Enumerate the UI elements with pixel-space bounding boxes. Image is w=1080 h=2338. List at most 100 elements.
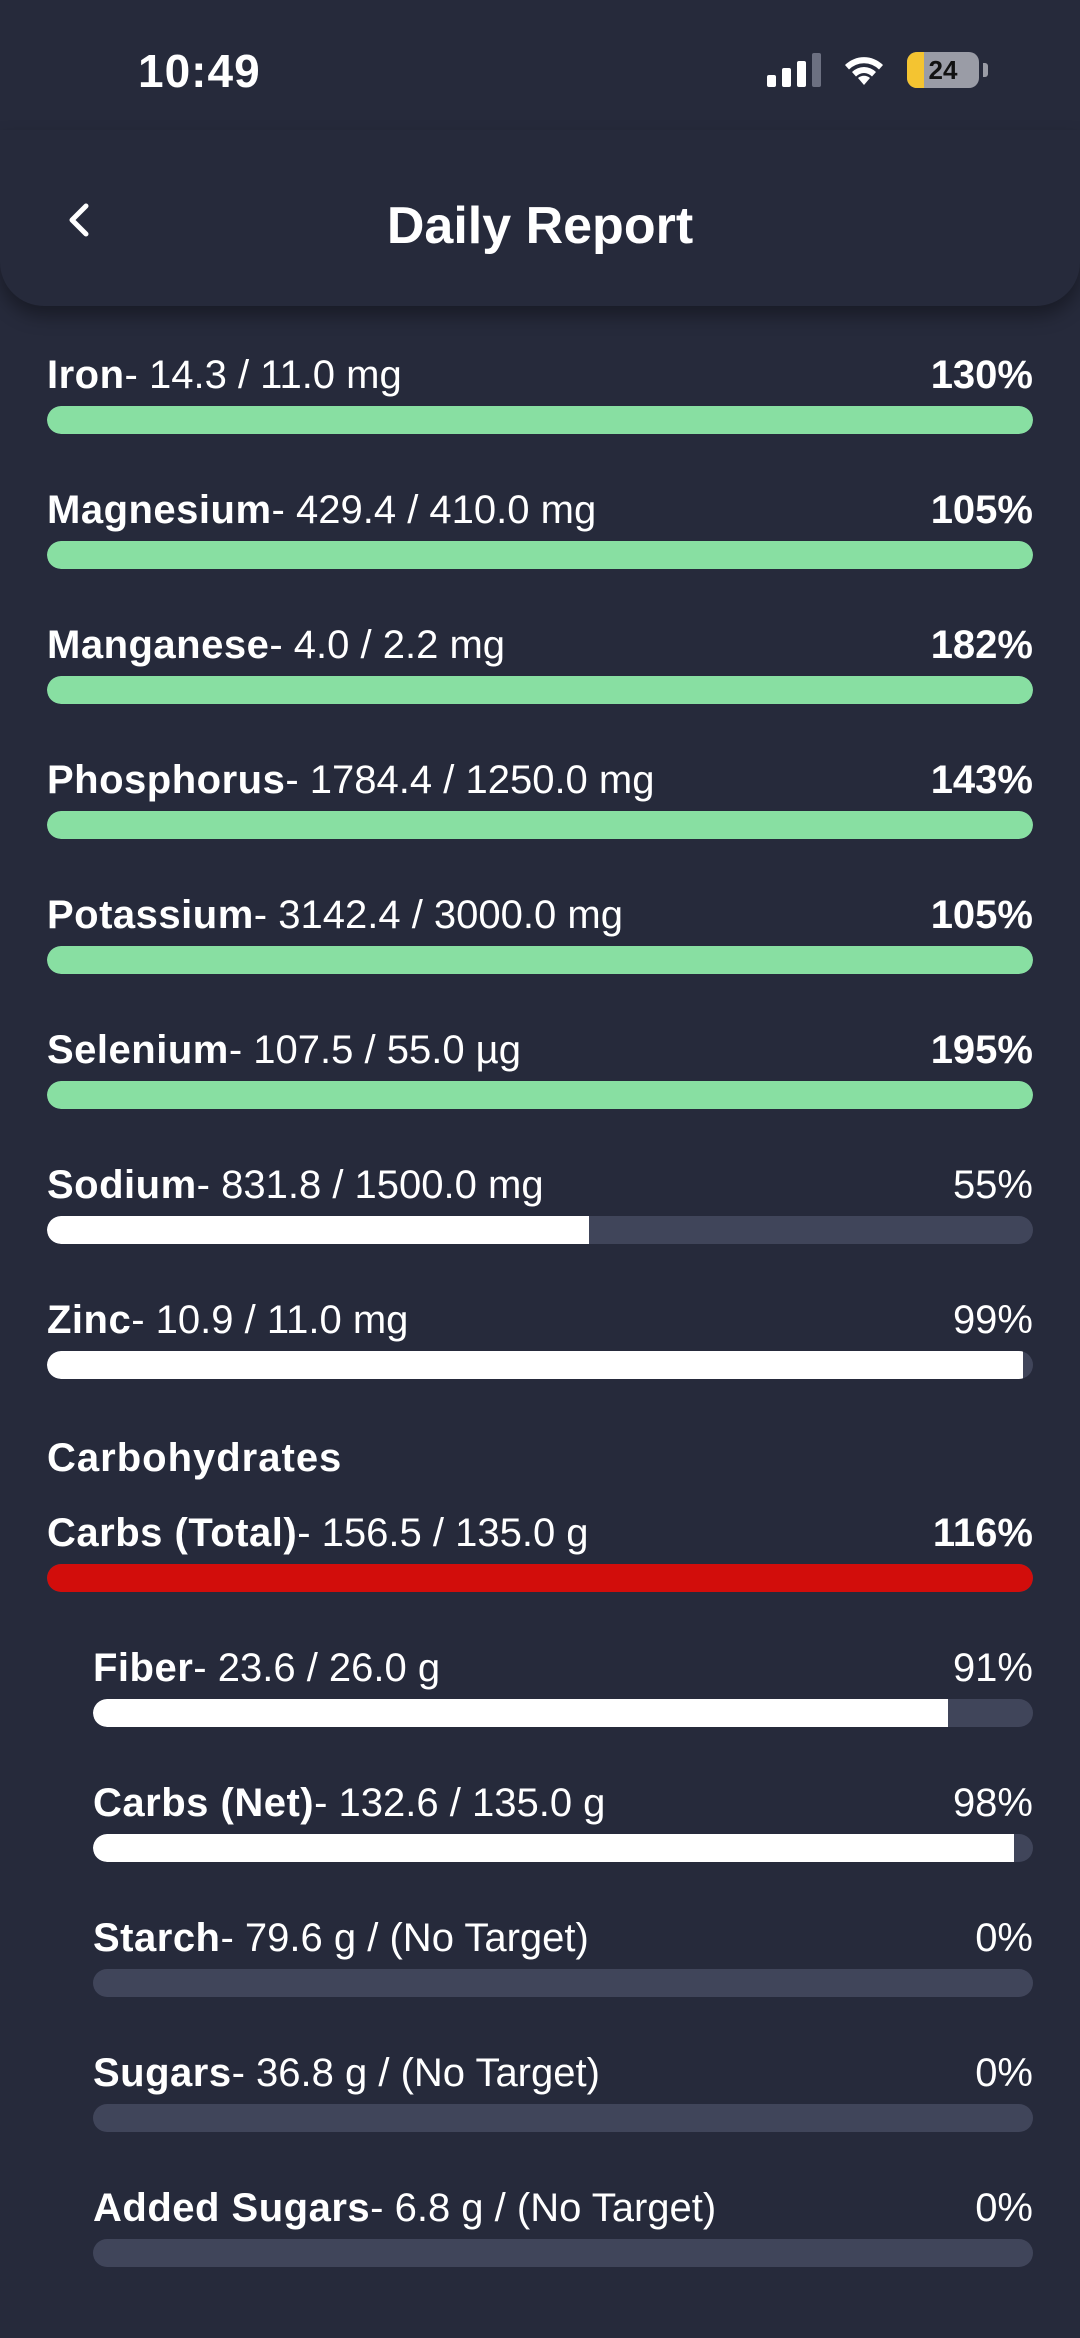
- nutrient-percent: 130%: [930, 353, 1033, 397]
- cellular-signal-icon: [767, 53, 821, 87]
- nutrient-amount: - 1784.4 / 1250.0 mg: [285, 758, 655, 802]
- progress-track: [47, 676, 1033, 704]
- progress-track: [47, 1216, 1033, 1244]
- nutrient-name: Selenium: [47, 1028, 229, 1072]
- progress-bar: [93, 1699, 949, 1727]
- progress-track: [47, 1564, 1033, 1592]
- nutrient-percent: 0%: [975, 1916, 1033, 1960]
- nutrient-name: Iron: [47, 353, 125, 397]
- nutrient-name: Manganese: [47, 623, 270, 667]
- progress-bar: [47, 1564, 1033, 1592]
- nutrient-amount: - 3142.4 / 3000.0 mg: [253, 893, 623, 937]
- nutrient-amount: - 79.6 g / (No Target): [220, 1916, 589, 1960]
- progress-track: [47, 406, 1033, 434]
- nutrient-percent: 182%: [930, 623, 1033, 667]
- nutrient-row: Selenium- 107.5 / 55.0 µg 195%: [47, 1021, 1033, 1109]
- progress-track: [47, 946, 1033, 974]
- nutrient-name: Sodium: [47, 1163, 197, 1207]
- nutrient-label: Added Sugars- 6.8 g / (No Target): [93, 2186, 716, 2231]
- nutrient-label: Iron- 14.3 / 11.0 mg: [47, 353, 402, 398]
- nutrient-row: Potassium- 3142.4 / 3000.0 mg 105%: [47, 886, 1033, 974]
- nutrient-row: Carbs (Total)- 156.5 / 135.0 g 116%: [47, 1504, 1033, 1592]
- nutrient-percent: 195%: [930, 1028, 1033, 1072]
- nutrient-label: Selenium- 107.5 / 55.0 µg: [47, 1028, 521, 1073]
- progress-bar: [47, 1081, 1033, 1109]
- nutrient-label: Sodium- 831.8 / 1500.0 mg: [47, 1163, 544, 1208]
- nutrient-percent: 55%: [952, 1163, 1033, 1207]
- nutrient-label: Sugars- 36.8 g / (No Target): [93, 2051, 600, 2096]
- progress-bar: [47, 541, 1033, 569]
- nutrient-label: Fiber- 23.6 / 26.0 g: [93, 1646, 440, 1691]
- nutrient-label: Starch- 79.6 g / (No Target): [93, 1916, 589, 1961]
- nutrient-amount: - 23.6 / 26.0 g: [193, 1646, 441, 1690]
- nutrient-row: Magnesium- 429.4 / 410.0 mg 105%: [47, 481, 1033, 569]
- nutrient-percent: 105%: [930, 488, 1033, 532]
- progress-track: [47, 811, 1033, 839]
- nutrient-name: Fiber: [93, 1646, 194, 1690]
- nutrient-label: Carbs (Net)- 132.6 / 135.0 g: [93, 1781, 605, 1826]
- progress-track: [93, 2104, 1033, 2132]
- nutrient-name: Zinc: [47, 1298, 132, 1342]
- nutrient-row: Carbs (Net)- 132.6 / 135.0 g 98%: [93, 1774, 1033, 1862]
- nutrient-amount: - 4.0 / 2.2 mg: [269, 623, 506, 667]
- progress-bar: [47, 811, 1033, 839]
- nutrient-percent: 105%: [930, 893, 1033, 937]
- nutrient-label: Phosphorus- 1784.4 / 1250.0 mg: [47, 758, 654, 803]
- nutrient-name: Sugars: [93, 2051, 232, 2095]
- nutrient-name: Starch: [93, 1916, 221, 1960]
- nutrient-name: Magnesium: [47, 488, 272, 532]
- nutrient-amount: - 156.5 / 135.0 g: [297, 1511, 589, 1555]
- header: Daily Report: [0, 130, 1080, 306]
- progress-bar: [47, 1351, 1024, 1379]
- nutrient-row: Fiber- 23.6 / 26.0 g 91%: [93, 1639, 1033, 1727]
- progress-track: [93, 1699, 1033, 1727]
- nutrient-percent: 91%: [952, 1646, 1033, 1690]
- progress-track: [93, 1969, 1033, 1997]
- nutrient-amount: - 6.8 g / (No Target): [370, 2186, 717, 2230]
- progress-bar: [47, 406, 1033, 434]
- progress-bar: [47, 1216, 590, 1244]
- nutrient-amount: - 429.4 / 410.0 mg: [271, 488, 597, 532]
- nutrient-percent: 0%: [975, 2186, 1033, 2230]
- status-bar: 10:49 24: [0, 0, 1080, 130]
- progress-track: [93, 1834, 1033, 1862]
- nutrient-row: Added Sugars- 6.8 g / (No Target) 0%: [93, 2179, 1033, 2267]
- nutrient-row: Phosphorus- 1784.4 / 1250.0 mg 143%: [47, 751, 1033, 839]
- back-button[interactable]: [58, 198, 102, 242]
- wifi-icon: [845, 57, 883, 85]
- nutrient-label: Carbs (Total)- 156.5 / 135.0 g: [47, 1511, 589, 1556]
- nutrient-row: Manganese- 4.0 / 2.2 mg 182%: [47, 616, 1033, 704]
- progress-track: [47, 541, 1033, 569]
- nutrient-percent: 99%: [952, 1298, 1033, 1342]
- nutrient-name: Phosphorus: [47, 758, 286, 802]
- nutrient-name: Carbs (Net): [93, 1781, 315, 1825]
- progress-bar: [93, 1834, 1015, 1862]
- chevron-left-icon: [69, 203, 89, 237]
- progress-track: [47, 1351, 1033, 1379]
- nutrient-percent: 0%: [975, 2051, 1033, 2095]
- nutrient-name: Added Sugars: [93, 2186, 371, 2230]
- nutrient-amount: - 107.5 / 55.0 µg: [228, 1028, 521, 1072]
- nutrient-row: Iron- 14.3 / 11.0 mg 130%: [47, 346, 1033, 434]
- nutrient-amount: - 36.8 g / (No Target): [231, 2051, 600, 2095]
- nutrient-percent: 98%: [952, 1781, 1033, 1825]
- nutrient-row: Sodium- 831.8 / 1500.0 mg 55%: [47, 1156, 1033, 1244]
- nutrient-amount: - 831.8 / 1500.0 mg: [196, 1163, 544, 1207]
- battery-icon: 24: [907, 52, 979, 88]
- page-title: Daily Report: [386, 197, 694, 255]
- progress-bar: [47, 676, 1033, 704]
- battery-level: 24: [928, 54, 958, 85]
- section-title-carbohydrates: Carbohydrates: [47, 1436, 343, 1480]
- progress-track: [47, 1081, 1033, 1109]
- nutrient-label: Zinc- 10.9 / 11.0 mg: [47, 1298, 408, 1343]
- nutrient-amount: - 132.6 / 135.0 g: [314, 1781, 606, 1825]
- status-time: 10:49: [138, 45, 261, 97]
- nutrient-amount: - 14.3 / 11.0 mg: [124, 353, 402, 397]
- nutrient-row: Sugars- 36.8 g / (No Target) 0%: [93, 2044, 1033, 2132]
- nutrient-row: Starch- 79.6 g / (No Target) 0%: [93, 1909, 1033, 1997]
- nutrient-label: Magnesium- 429.4 / 410.0 mg: [47, 488, 596, 533]
- nutrient-amount: - 10.9 / 11.0 mg: [131, 1298, 409, 1342]
- nutrient-row: Zinc- 10.9 / 11.0 mg 99%: [47, 1291, 1033, 1379]
- nutrient-label: Manganese- 4.0 / 2.2 mg: [47, 623, 505, 668]
- status-icons: 24: [767, 52, 988, 88]
